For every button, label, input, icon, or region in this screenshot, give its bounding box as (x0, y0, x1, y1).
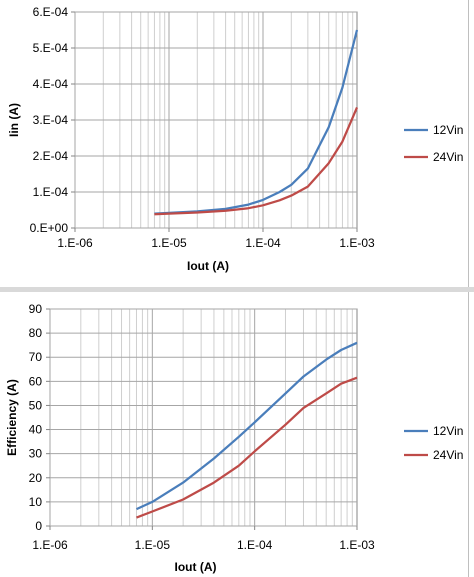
y-tick-label: 50 (29, 398, 43, 412)
chart-frame-edge (468, 292, 469, 577)
y-axis-title: Efficiency (A) (5, 379, 19, 456)
series-line-24Vin (154, 106, 359, 216)
y-tick-label: 30 (29, 447, 43, 461)
y-tick-label: 80 (29, 326, 43, 340)
efficiency-chart-svg: 0 10 20 30 40 50 60 70 80 90 1.E-06 1.E-05 1.E-04 1.E… (5, 302, 463, 574)
legend-label: 12Vin (433, 424, 463, 438)
legend-label: 12Vin (433, 123, 463, 137)
y-tick-label: 6.E-04 (33, 5, 69, 19)
x-tick-label: 1.E-05 (135, 538, 171, 552)
y-tick-label: 40 (29, 423, 43, 437)
y-tick-label: 0 (35, 519, 42, 533)
y-tick-label: 0.E+00 (30, 221, 69, 235)
efficiency-vs-iout-chart: 0 10 20 30 40 50 60 70 80 90 1.E-06 1.E-05 1.E-04 1.E… (0, 292, 474, 577)
y-tick-label: 5.E-04 (33, 41, 69, 55)
y-tick-label: 4.E-04 (33, 77, 69, 91)
x-axis-title: Iout (A) (175, 560, 217, 574)
x-tick-label: 1.E-06 (57, 236, 93, 250)
y-tick-label: 20 (29, 471, 43, 485)
y-tick-label: 1.E-04 (33, 185, 69, 199)
y-tick-label: 10 (29, 495, 43, 509)
y-tick-label: 90 (29, 302, 43, 316)
x-tick-label: 1.E-03 (339, 236, 375, 250)
chart-divider (0, 287, 474, 292)
x-tick-label: 1.E-06 (32, 538, 68, 552)
series-line-12Vin (136, 341, 358, 511)
y-tick-label: 2.E-04 (33, 149, 69, 163)
y-tick-label: 70 (29, 350, 43, 364)
x-tick-label: 1.E-03 (339, 538, 375, 552)
legend-label: 24Vin (433, 448, 463, 462)
x-tick-label: 1.E-04 (245, 236, 281, 250)
x-axis-title: Iout (A) (187, 259, 229, 273)
y-axis-title: Iin (A) (7, 103, 21, 137)
series-line-24Vin (136, 376, 358, 519)
y-tick-label: 60 (29, 374, 43, 388)
chart-frame-edge (468, 0, 469, 287)
iin-chart-svg: 0.E+00 1.E-04 2.E-04 3.E-04 4.E-04 5.E-04 6.E-… (7, 5, 463, 273)
x-tick-label: 1.E-04 (237, 538, 273, 552)
legend-label: 24Vin (433, 150, 463, 164)
iin-vs-iout-chart: 0.E+00 1.E-04 2.E-04 3.E-04 4.E-04 5.E-04 6.E-… (0, 0, 474, 287)
x-tick-label: 1.E-05 (151, 236, 187, 250)
y-tick-label: 3.E-04 (33, 113, 69, 127)
plot-area (49, 308, 358, 527)
